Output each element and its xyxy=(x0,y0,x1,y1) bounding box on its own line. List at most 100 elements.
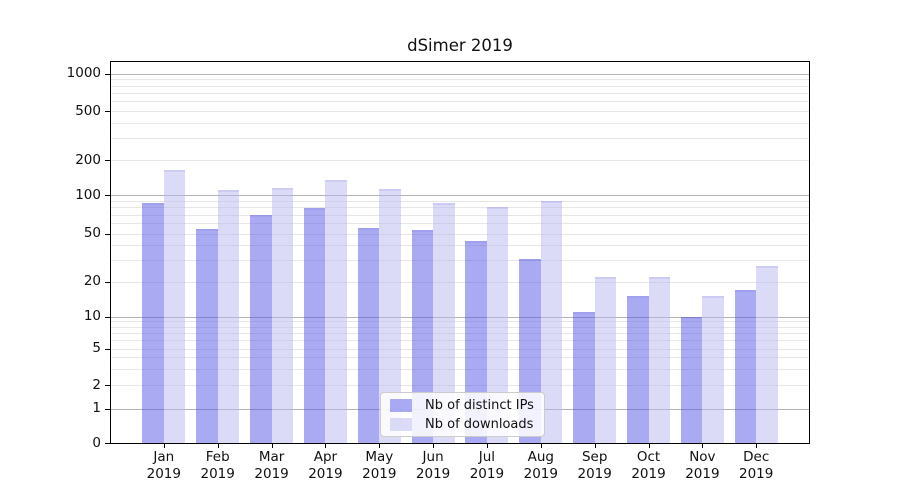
minor-gridline xyxy=(111,79,809,81)
y-tick-mark xyxy=(105,160,110,161)
y-tick-label: 5 xyxy=(92,340,101,356)
minor-gridline xyxy=(111,101,809,103)
x-tick-label: Aug 2019 xyxy=(523,449,558,482)
minor-gridline xyxy=(111,200,809,202)
legend-swatch xyxy=(390,417,412,431)
minor-gridline xyxy=(111,321,809,323)
x-tick-mark xyxy=(163,444,165,448)
y-tick-mark xyxy=(105,233,110,235)
bar-downloads xyxy=(702,296,724,443)
x-tick-label: Sep 2019 xyxy=(577,449,612,482)
major-gridline xyxy=(111,195,809,196)
y-tick-label: 1 xyxy=(92,400,101,416)
bar-distinct-ips xyxy=(627,296,649,443)
x-tick-mark xyxy=(756,444,758,448)
y-tick-mark xyxy=(105,111,110,112)
minor-gridline xyxy=(111,368,809,370)
y-tick-label: 50 xyxy=(83,225,101,241)
x-tick-label: Jan 2019 xyxy=(146,449,181,482)
x-tick-label: Nov 2019 xyxy=(685,449,720,482)
chart-title: dSimer 2019 xyxy=(407,36,513,55)
minor-gridline xyxy=(111,260,809,262)
bar-downloads xyxy=(217,190,240,443)
y-tick-label: 200 xyxy=(75,151,101,168)
major-gridline xyxy=(111,316,809,318)
minor-gridline xyxy=(111,326,809,328)
minor-gridline xyxy=(111,214,809,216)
bar-distinct-ips xyxy=(250,214,272,443)
x-tick-mark xyxy=(702,444,704,448)
x-tick-mark xyxy=(271,444,273,448)
y-tick-mark xyxy=(105,195,110,196)
bar-distinct-ips xyxy=(357,228,380,443)
minor-gridline xyxy=(111,245,809,247)
bar-downloads xyxy=(648,276,670,443)
x-tick-mark xyxy=(379,444,381,448)
y-tick-mark xyxy=(105,348,110,350)
x-tick-mark xyxy=(594,444,596,448)
minor-gridline xyxy=(111,122,809,124)
y-tick-label: 1000 xyxy=(66,65,101,81)
y-tick-label: 0 xyxy=(92,434,101,451)
minor-gridline xyxy=(111,92,809,94)
minor-gridline xyxy=(111,85,809,87)
bar-downloads xyxy=(756,265,778,443)
bar-downloads xyxy=(271,187,294,443)
y-tick-mark xyxy=(105,443,110,444)
x-tick-label: Jun 2019 xyxy=(415,449,451,482)
x-tick-label: Apr 2019 xyxy=(308,449,343,482)
x-tick-label: Feb 2019 xyxy=(200,449,235,482)
x-tick-mark xyxy=(433,444,435,448)
x-tick-mark xyxy=(540,444,542,448)
y-tick-label: 500 xyxy=(75,102,101,119)
minor-gridline xyxy=(111,348,809,350)
x-tick-label: Mar 2019 xyxy=(254,449,289,482)
bar-downloads xyxy=(594,276,617,443)
y-tick-mark xyxy=(105,316,110,318)
y-tick-mark xyxy=(105,73,110,75)
bar-distinct-ips xyxy=(196,229,218,443)
bar-downloads xyxy=(433,202,455,443)
minor-gridline xyxy=(111,357,809,359)
minor-gridline xyxy=(111,340,809,342)
y-tick-mark xyxy=(105,408,110,410)
bar-distinct-ips xyxy=(411,230,434,443)
legend-item: Nb of distinct IPs xyxy=(390,398,536,413)
bar-downloads xyxy=(379,188,401,443)
x-tick-mark xyxy=(648,444,650,448)
y-tick-label: 2 xyxy=(92,376,101,393)
minor-gridline xyxy=(111,233,809,235)
minor-gridline xyxy=(111,111,809,112)
legend-swatch xyxy=(390,398,412,412)
bar-distinct-ips xyxy=(573,311,595,443)
y-tick-mark xyxy=(105,281,110,283)
bar-downloads xyxy=(325,179,347,443)
minor-gridline xyxy=(111,333,809,334)
plot-area xyxy=(110,61,810,444)
legend: Nb of distinct IPs Nb of downloads xyxy=(380,392,545,437)
y-tick-mark xyxy=(105,385,110,386)
bar-distinct-ips xyxy=(734,289,757,443)
y-tick-label: 100 xyxy=(75,186,101,203)
x-tick-mark xyxy=(325,444,327,448)
minor-gridline xyxy=(111,207,809,209)
minor-gridline xyxy=(111,223,809,225)
x-tick-mark xyxy=(486,444,488,448)
minor-gridline xyxy=(111,138,809,140)
y-tick-label: 20 xyxy=(83,273,101,289)
bar-downloads xyxy=(486,207,509,443)
y-tick-label: 10 xyxy=(83,308,101,324)
bar-distinct-ips xyxy=(680,316,703,443)
x-tick-label: Oct 2019 xyxy=(631,449,666,482)
x-tick-label: Jul 2019 xyxy=(469,449,505,482)
legend-label: Nb of downloads xyxy=(425,416,534,432)
minor-gridline xyxy=(111,281,809,283)
bar-downloads xyxy=(163,169,186,443)
legend-item: Nb of downloads xyxy=(390,417,536,432)
legend-label: Nb of distinct IPs xyxy=(425,397,534,413)
bar-distinct-ips xyxy=(142,203,164,443)
bar-distinct-ips xyxy=(303,208,326,443)
minor-gridline xyxy=(111,160,809,161)
bar-downloads xyxy=(540,200,563,443)
